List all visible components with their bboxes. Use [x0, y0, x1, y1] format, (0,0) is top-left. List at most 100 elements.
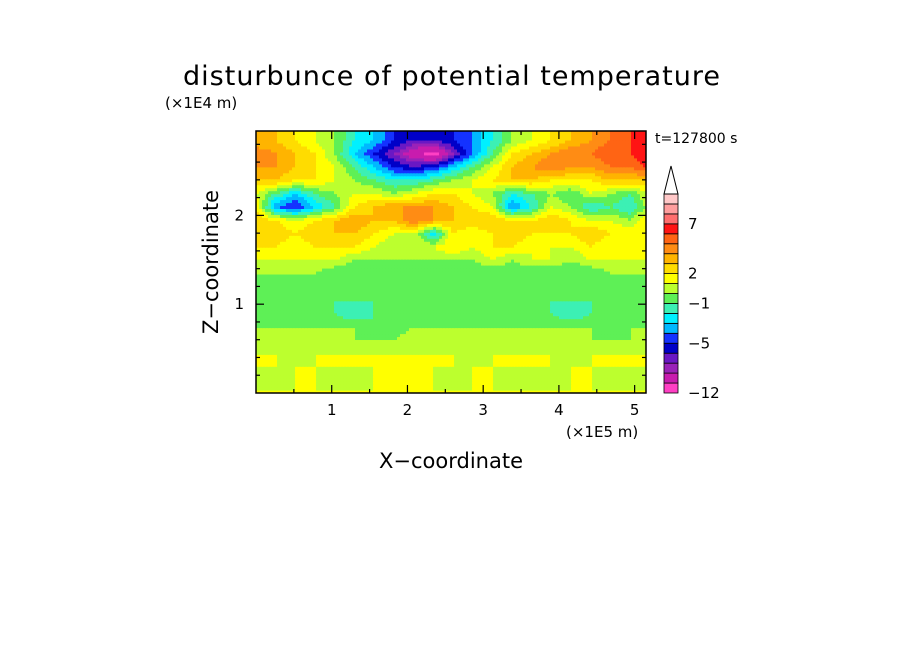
heat-cell: [577, 390, 581, 393]
heat-cell: [622, 354, 626, 358]
heat-cell: [454, 342, 458, 346]
heat-cell: [469, 336, 473, 341]
heat-cell: [391, 306, 395, 311]
heat-cell: [577, 360, 581, 364]
heat-cell: [565, 351, 569, 355]
heat-cell: [514, 309, 518, 314]
heat-cell: [601, 375, 605, 379]
heat-cell: [607, 348, 611, 352]
heat-cell: [550, 321, 554, 326]
heat-cell: [487, 318, 491, 323]
heat-cell: [451, 330, 455, 335]
heat-cell: [373, 330, 377, 335]
heat-cell: [298, 366, 302, 370]
heat-cell: [439, 330, 443, 335]
heat-cell: [610, 387, 614, 391]
heat-cell: [364, 345, 368, 349]
heat-cell: [358, 378, 362, 382]
heat-cell: [502, 363, 506, 367]
heat-cell: [310, 384, 314, 388]
heat-cell: [385, 372, 389, 376]
heat-cell: [538, 360, 542, 364]
heat-cell: [313, 324, 317, 329]
heat-cell: [553, 315, 557, 320]
heat-cell: [418, 369, 422, 373]
heat-cell: [571, 333, 575, 338]
heat-cell: [454, 339, 458, 343]
heat-cell: [580, 369, 584, 373]
heat-cell: [376, 330, 380, 335]
heat-cell: [640, 381, 644, 385]
heat-cell: [514, 360, 518, 364]
heat-cell: [448, 318, 452, 323]
heat-cell: [610, 342, 614, 346]
heat-cell: [469, 312, 473, 317]
heat-cell: [517, 318, 521, 323]
heat-cell: [523, 351, 527, 355]
heat-cell: [337, 372, 341, 376]
heat-cell: [469, 354, 473, 358]
heat-cell: [499, 351, 503, 355]
heat-cell: [616, 333, 620, 338]
heat-cell: [520, 327, 524, 332]
heat-cell: [379, 327, 383, 332]
heat-cell: [619, 348, 623, 352]
heat-cell: [352, 309, 356, 314]
heat-cell: [568, 321, 572, 326]
heat-cell: [553, 324, 557, 329]
heat-cell: [574, 387, 578, 391]
heat-cell: [436, 333, 440, 338]
heat-cell: [463, 336, 467, 341]
heat-cell: [406, 324, 410, 329]
heat-cell: [268, 354, 272, 358]
heat-cell: [424, 354, 428, 358]
heat-cell: [262, 309, 266, 314]
heat-cell: [493, 384, 497, 388]
heat-cell: [532, 333, 536, 338]
heat-cell: [319, 363, 323, 367]
heat-cell: [529, 369, 533, 373]
heat-cell: [598, 387, 602, 391]
heat-cell: [496, 390, 500, 393]
heat-cell: [412, 315, 416, 320]
heat-cell: [592, 315, 596, 320]
heat-cell: [379, 387, 383, 391]
heat-cell: [379, 345, 383, 349]
heat-cell: [628, 351, 632, 355]
heat-cell: [382, 333, 386, 338]
heat-cell: [559, 366, 563, 370]
heat-cell: [340, 369, 344, 373]
heat-cell: [457, 309, 461, 314]
heat-cell: [448, 333, 452, 338]
heat-cell: [259, 351, 263, 355]
heat-cell: [577, 315, 581, 320]
heat-cell: [631, 366, 635, 370]
heat-cell: [595, 330, 599, 335]
heat-cell: [451, 384, 455, 388]
heat-cell: [274, 318, 278, 323]
heat-cell: [298, 378, 302, 382]
heat-cell: [313, 315, 317, 320]
heat-cell: [349, 360, 353, 364]
heat-cell: [400, 339, 404, 343]
heat-cell: [634, 384, 638, 388]
heat-cell: [511, 345, 515, 349]
heat-cell: [622, 312, 626, 317]
heat-cell: [637, 357, 641, 361]
heat-cell: [499, 309, 503, 314]
heat-cell: [640, 345, 644, 349]
heat-cell: [643, 384, 646, 388]
heat-cell: [355, 336, 359, 341]
heat-cell: [565, 312, 569, 317]
heat-cell: [538, 345, 542, 349]
heat-cell: [526, 369, 530, 373]
heat-cell: [526, 381, 530, 385]
heat-cell: [361, 354, 365, 358]
heat-cell: [373, 369, 377, 373]
heat-cell: [352, 342, 356, 346]
heat-cell: [640, 327, 644, 332]
heat-cell: [571, 378, 575, 382]
heat-cell: [322, 381, 326, 385]
heat-cell: [562, 378, 566, 382]
heat-cell: [385, 339, 389, 343]
